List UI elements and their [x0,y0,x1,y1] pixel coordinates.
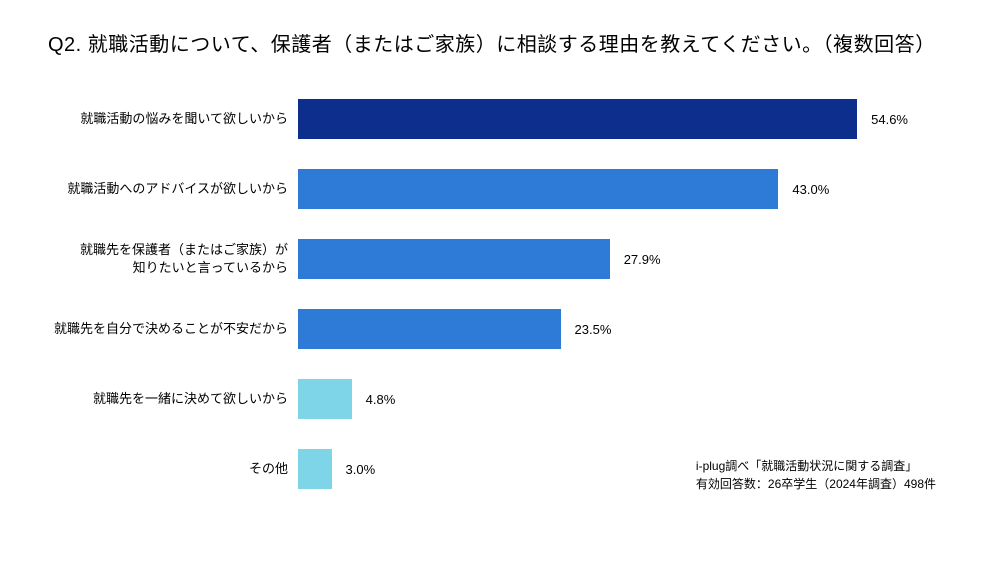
bar-row: 就職先を保護者（またはご家族）が 知りたいと言っているから 27.9% [48,239,952,279]
bar-value: 43.0% [792,182,829,197]
bar-row: 就職先を一緒に決めて欲しいから 4.8% [48,379,952,419]
bar-chart: 就職活動の悩みを聞いて欲しいから 54.6% 就職活動へのアドバイスが欲しいから 43… [48,99,952,489]
bar [298,169,778,209]
bar-value: 23.5% [575,322,612,337]
bar [298,309,561,349]
chart-title: Q2. 就職活動について、保護者（またはご家族）に相談する理由を教えてください。… [48,28,952,57]
bar-row: 就職先を自分で決めることが不安だから 23.5% [48,309,952,349]
chart-container: Q2. 就職活動について、保護者（またはご家族）に相談する理由を教えてください。… [0,0,1000,566]
bar [298,239,610,279]
bar-area: 43.0% [298,169,908,209]
bar-label: 就職活動の悩みを聞いて欲しいから [48,110,298,128]
bar-row: 就職活動へのアドバイスが欲しいから 43.0% [48,169,952,209]
bar-area: 4.8% [298,379,908,419]
bar [298,449,332,489]
bar-value: 27.9% [624,252,661,267]
bar-area: 27.9% [298,239,908,279]
bar-label: 就職先を保護者（またはご家族）が 知りたいと言っているから [48,241,298,276]
bar [298,379,352,419]
bar-label: 就職先を一緒に決めて欲しいから [48,390,298,408]
bar-row: 就職活動の悩みを聞いて欲しいから 54.6% [48,99,952,139]
bar-value: 54.6% [871,112,908,127]
chart-footnote: i-plug調べ「就職活動状況に関する調査」 有効回答数：26卒学生（2024年… [696,457,936,494]
bar-label: 就職先を自分で決めることが不安だから [48,320,298,338]
bar-value: 3.0% [346,462,376,477]
bar-label: 就職活動へのアドバイスが欲しいから [48,180,298,198]
bar-label: その他 [48,460,298,478]
bar-area: 54.6% [298,99,908,139]
bar-value: 4.8% [366,392,396,407]
bar [298,99,857,139]
bar-area: 23.5% [298,309,908,349]
